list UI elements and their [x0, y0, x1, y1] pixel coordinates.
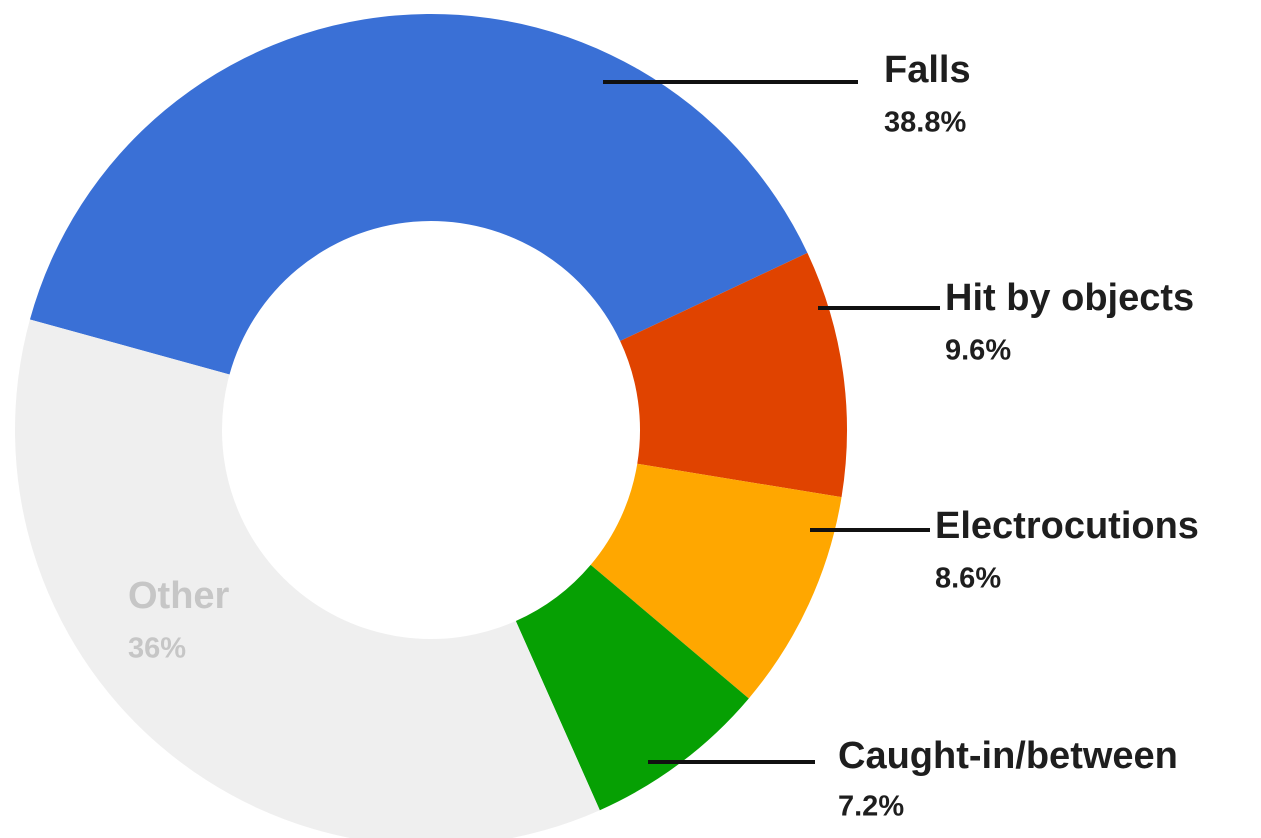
category-label: Hit by objects [945, 277, 1194, 319]
donut-segment [620, 252, 848, 498]
value-label: 9.6% [945, 335, 1011, 367]
donut-segment [29, 13, 808, 375]
category-label: Other [128, 575, 230, 617]
value-label: 36% [128, 633, 186, 665]
donut-segment [15, 319, 600, 838]
donut-segment [590, 463, 842, 699]
value-label: 7.2% [838, 791, 904, 823]
category-label: Electrocutions [935, 505, 1199, 547]
category-label: Caught-in/between [838, 735, 1178, 777]
value-label: 8.6% [935, 563, 1001, 595]
category-label: Falls [884, 49, 971, 91]
value-label: 38.8% [884, 107, 966, 139]
donut-segment [515, 564, 749, 811]
